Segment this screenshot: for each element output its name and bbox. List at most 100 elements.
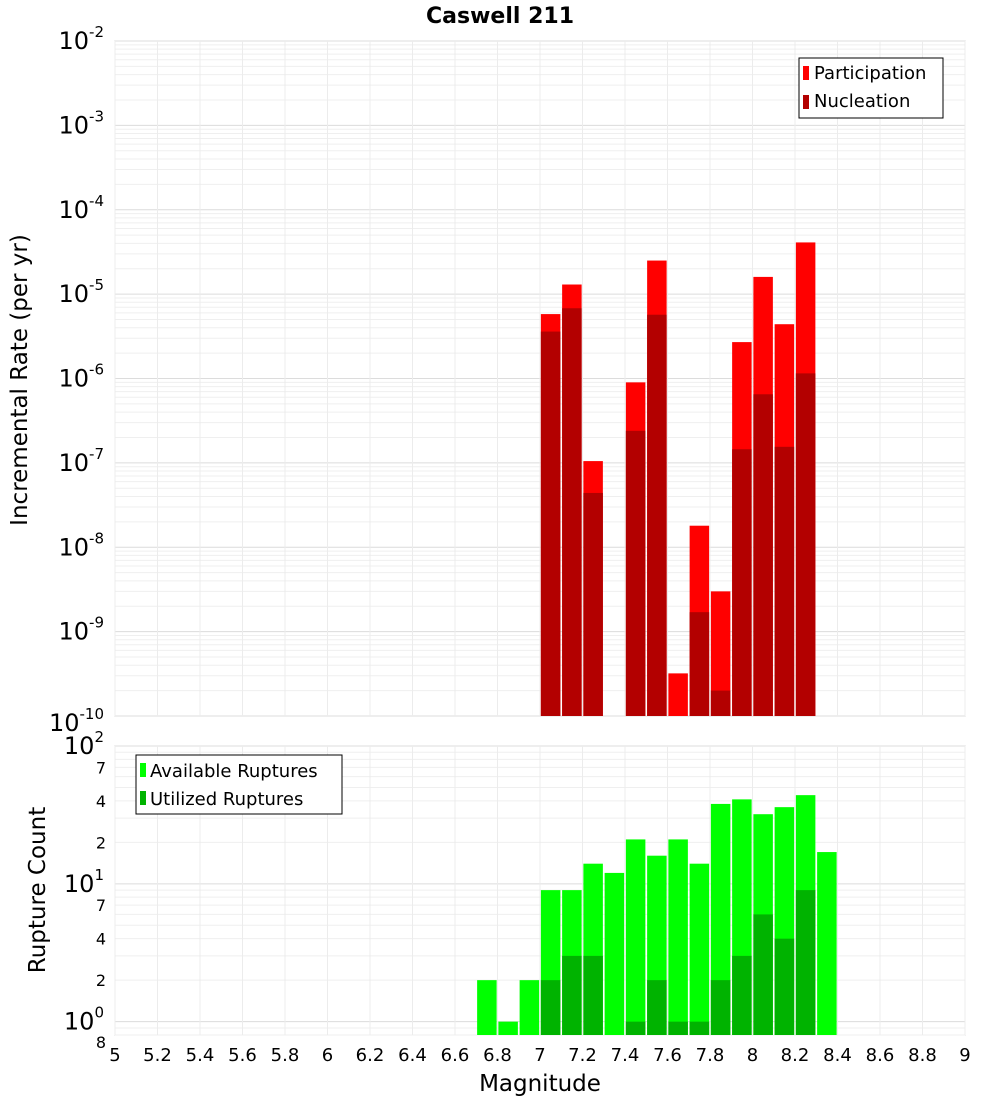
rate-bar-nucleation	[540, 331, 561, 716]
x-tick-label: 6	[322, 1045, 333, 1066]
legend-label-participation: Participation	[814, 63, 926, 84]
x-tick-label: 8.8	[908, 1045, 937, 1066]
rate-bar-nucleation	[647, 314, 667, 716]
count-legend: Available Ruptures Utilized Ruptures	[135, 754, 343, 815]
count-bar-available-ruptures	[817, 852, 837, 1035]
x-tick-label: 5.4	[186, 1045, 215, 1066]
count-bar-utilized-ruptures	[668, 1021, 688, 1035]
count-y-tick-label: 4	[96, 792, 106, 811]
rate-y-tick-label: 10-7	[58, 445, 104, 477]
x-tick-label: 6.6	[441, 1045, 470, 1066]
legend-label-nucleation: Nucleation	[814, 91, 910, 112]
x-tick-label: 7.4	[611, 1045, 640, 1066]
count-y-tick-label: 102	[64, 728, 104, 760]
count-bar-available-ruptures	[519, 980, 540, 1035]
legend-swatch-available	[140, 763, 146, 777]
x-tick-label: 8.4	[823, 1045, 852, 1066]
rate-bar-nucleation	[689, 612, 710, 716]
count-legend-box	[135, 754, 343, 815]
count-bar-utilized-ruptures	[710, 980, 731, 1035]
rate-y-tick-label: 10-10	[49, 705, 104, 737]
count-y-tick-label: 100	[64, 1004, 104, 1036]
x-tick-label: 9	[959, 1045, 970, 1066]
count-bar-available-ruptures	[710, 803, 731, 1035]
x-tick-label: 7	[534, 1045, 545, 1066]
rate-y-tick-labels: 10-2 10-3 10-4 10-5 10-6 10-7 10-8 10-9 10-10	[49, 23, 104, 737]
x-tick-label: 8.6	[866, 1045, 895, 1066]
rate-bar-participation	[710, 591, 731, 716]
rate-y-tick-label: 10-4	[58, 192, 104, 224]
rate-y-tick-label: 10-3	[58, 107, 104, 139]
rate-bar-nucleation	[795, 373, 816, 716]
x-tick-label: 5.2	[143, 1045, 172, 1066]
x-tick-labels: 5 5.2 5.4 5.6 5.8 6 6.2 6.4 6.6 6.8 7 7.2 7.4 7.6 7.8 8…	[109, 1045, 970, 1066]
x-tick-label: 7.8	[696, 1045, 725, 1066]
rate-y-tick-label: 10-2	[58, 23, 104, 55]
count-grid	[114, 745, 966, 1036]
x-tick-label: 6.2	[356, 1045, 385, 1066]
count-y-tick-label: 7	[96, 758, 106, 777]
count-y-tick-label: 2	[96, 833, 106, 852]
rate-bar-nucleation	[625, 430, 646, 716]
x-axis-label: Magnitude	[479, 1071, 601, 1097]
rate-bar-participation	[668, 673, 688, 716]
x-tick-label: 5.6	[228, 1045, 257, 1066]
rate-legend: Participation Nucleation	[798, 57, 944, 119]
legend-swatch-participation	[803, 66, 809, 80]
count-bar-available-ruptures	[498, 1021, 518, 1035]
rate-y-tick-label: 10-6	[58, 361, 104, 393]
rate-panel: 10-2 10-3 10-4 10-5 10-6 10-7 10-8 10-9 10-10 In…	[7, 23, 966, 737]
count-bar-utilized-ruptures	[647, 980, 667, 1035]
count-y-tick-label: 8	[96, 1033, 106, 1052]
count-bar-utilized-ruptures	[795, 890, 816, 1035]
count-bar-available-ruptures	[668, 839, 688, 1035]
count-y-tick-label: 4	[96, 930, 106, 949]
count-bar-utilized-ruptures	[689, 1021, 710, 1035]
rate-bar-nucleation	[774, 446, 795, 716]
chart-title: Caswell 211	[426, 4, 574, 29]
count-bar-utilized-ruptures	[774, 938, 795, 1035]
count-y-axis-label: Rupture Count	[25, 807, 51, 973]
rate-bar-nucleation	[562, 308, 582, 716]
count-y-tick-label: 7	[96, 896, 106, 915]
rate-bar-nucleation	[753, 394, 773, 716]
x-tick-label: 6.4	[398, 1045, 427, 1066]
rate-bar-nucleation	[732, 449, 752, 716]
rate-bars	[540, 242, 816, 716]
rate-y-tick-label: 10-5	[58, 276, 104, 308]
rate-bar-nucleation	[710, 690, 731, 716]
count-bar-utilized-ruptures	[625, 1021, 646, 1035]
rate-bar-nucleation	[583, 492, 603, 716]
count-bar-utilized-ruptures	[583, 955, 603, 1035]
x-tick-label: 5.8	[271, 1045, 300, 1066]
rate-y-tick-label: 10-9	[58, 614, 104, 646]
count-bar-available-ruptures	[477, 980, 497, 1035]
count-bar-utilized-ruptures	[753, 914, 773, 1035]
x-tick-label: 8	[747, 1045, 758, 1066]
legend-swatch-nucleation	[803, 95, 809, 109]
count-bar-utilized-ruptures	[540, 980, 561, 1035]
rate-y-tick-label: 10-8	[58, 529, 104, 561]
legend-label-available: Available Ruptures	[150, 761, 318, 782]
x-tick-label: 5	[109, 1045, 120, 1066]
x-tick-label: 8.2	[781, 1045, 810, 1066]
x-tick-label: 6.8	[483, 1045, 512, 1066]
count-bar-utilized-ruptures	[732, 955, 752, 1035]
x-tick-label: 7.6	[653, 1045, 682, 1066]
count-y-tick-label: 2	[96, 971, 106, 990]
legend-label-utilized: Utilized Ruptures	[150, 789, 303, 810]
count-bar-available-ruptures	[604, 872, 625, 1035]
rate-y-axis-label: Incremental Rate (per yr)	[7, 234, 33, 526]
legend-swatch-utilized	[140, 791, 146, 805]
rate-grid	[114, 40, 966, 717]
x-tick-label: 7.2	[568, 1045, 597, 1066]
count-bar-available-ruptures	[689, 863, 710, 1035]
count-bars	[477, 795, 837, 1035]
count-bar-utilized-ruptures	[562, 955, 582, 1035]
count-bar-available-ruptures	[625, 839, 646, 1035]
rate-legend-box	[798, 57, 944, 119]
count-y-tick-label: 101	[64, 866, 104, 898]
